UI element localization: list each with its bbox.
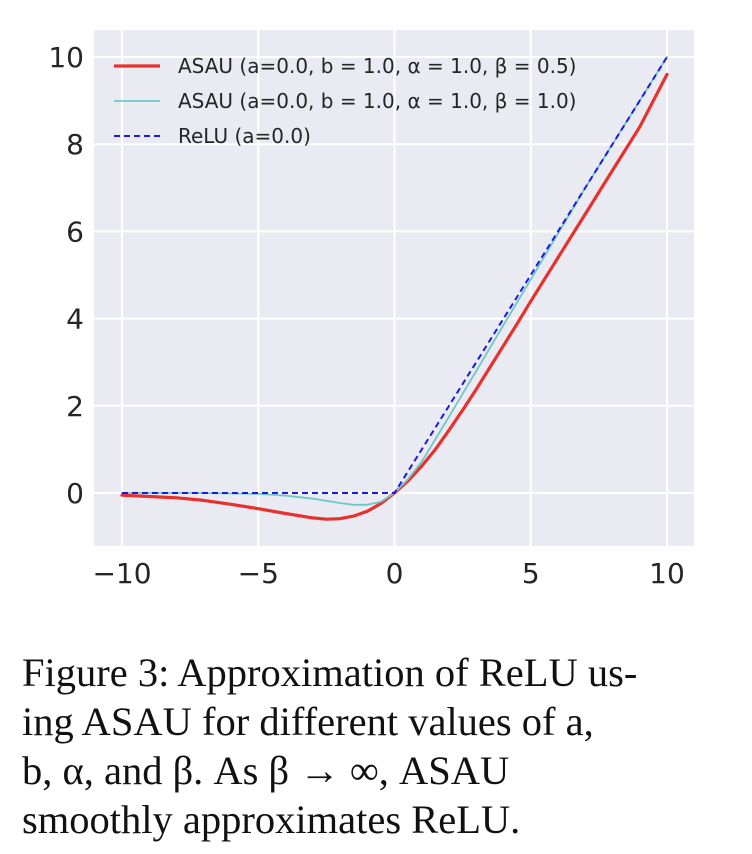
caption-line: Figure 3: Approximation of ReLU us- <box>22 650 638 695</box>
y-tick-label: 2 <box>66 390 84 423</box>
x-tick-label: −10 <box>92 557 151 590</box>
x-tick-label: 10 <box>649 557 685 590</box>
legend-label: ReLU (a=0.0) <box>178 124 311 148</box>
asau-relu-chart: −10 −5 0 5 10 0 2 4 6 8 10 ASAU (a=0.0, b = 1.0, α… <box>48 30 694 590</box>
x-tick-label: 5 <box>522 557 540 590</box>
y-tick-label: 0 <box>66 477 84 510</box>
series-line <box>122 56 668 494</box>
legend-label: ASAU (a=0.0, b = 1.0, α = 1.0, β = 1.0) <box>178 89 576 113</box>
x-tick-label: −5 <box>238 557 279 590</box>
tick-labels: −10 −5 0 5 10 0 2 4 6 8 10 <box>48 41 684 590</box>
caption-line: ing ASAU for different values of a, <box>22 699 594 744</box>
legend-label: ASAU (a=0.0, b = 1.0, α = 1.0, β = 0.5) <box>178 54 576 78</box>
series-layer <box>120 56 669 521</box>
legend: ASAU (a=0.0, b = 1.0, α = 1.0, β = 0.5) A… <box>114 54 576 148</box>
caption-line: smoothly approximates ReLU. <box>22 797 521 842</box>
y-tick-label: 8 <box>66 128 84 161</box>
caption-line: b, α, and β. As β → ∞, ASAU <box>22 748 510 793</box>
y-tick-label: 10 <box>48 41 84 74</box>
figure-caption: Figure 3: Approximation of ReLU us- ing … <box>22 648 734 844</box>
y-tick-label: 6 <box>66 215 84 248</box>
y-tick-label: 4 <box>66 303 84 336</box>
x-tick-label: 0 <box>386 557 404 590</box>
series-line <box>120 72 669 521</box>
grid-lines <box>94 30 694 546</box>
